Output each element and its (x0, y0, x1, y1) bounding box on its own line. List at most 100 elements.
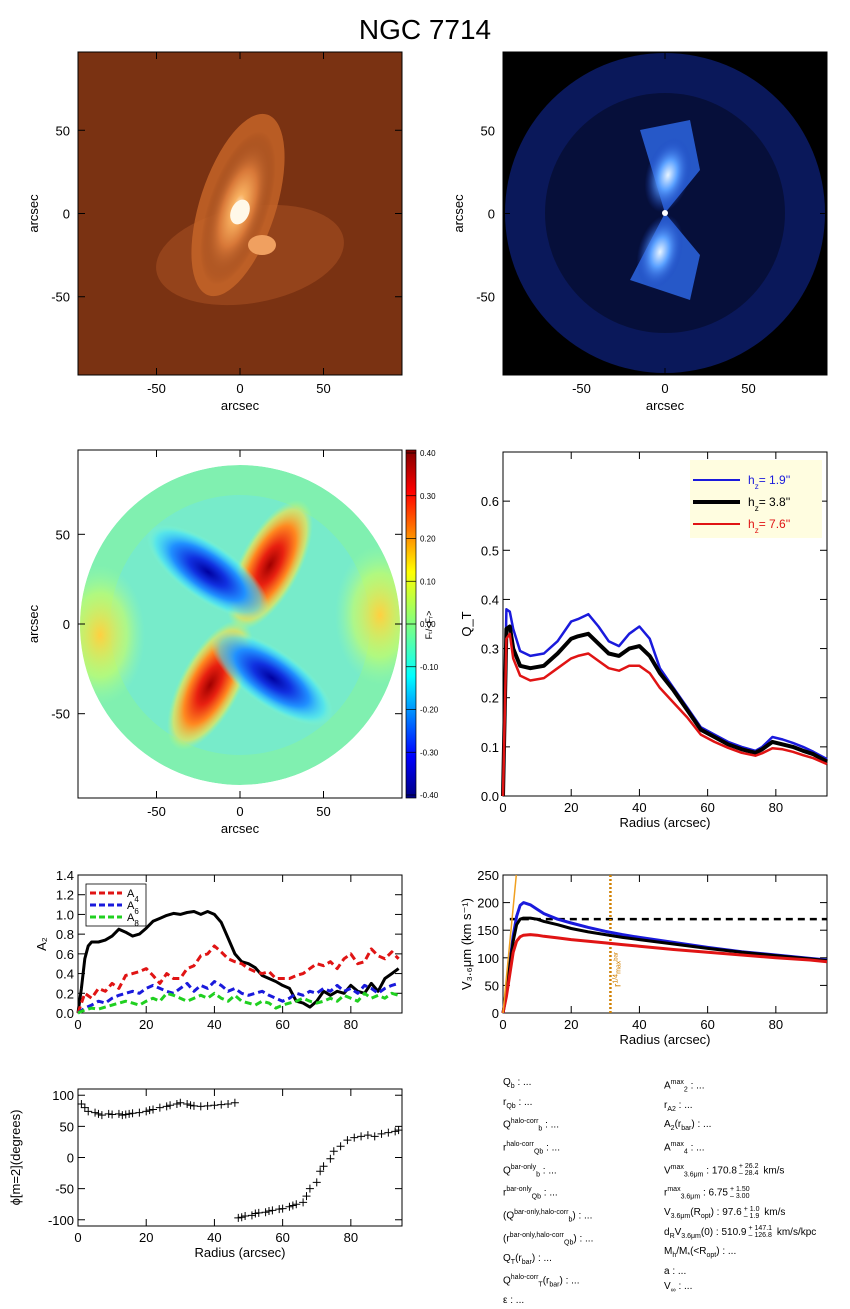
parameter-line: a : ... (664, 1265, 687, 1277)
x-tick-label: 20 (564, 800, 578, 815)
colorbar-axis: 0.40 0.30 0.20 0.10 0.00 -0.10 -0.20 -0.30 -0.40… (406, 449, 439, 800)
x-tick-label: 80 (344, 1017, 358, 1032)
phase-point (224, 1099, 233, 1108)
phase-point (135, 1108, 144, 1117)
y-tick-label: 0.4 (56, 967, 74, 982)
colorbar-tick-label: 0.20 (420, 535, 436, 544)
y-tick-label: 0 (63, 617, 70, 632)
y-tick-label: 1.0 (56, 907, 74, 922)
qt-legend: hz= 1.9'' hz= 3.8'' hz= 7.6'' (690, 460, 822, 538)
y-tick-label: 200 (477, 896, 499, 911)
x-tick-label: 20 (139, 1230, 153, 1245)
series-line-2 (501, 933, 828, 1014)
y-tick-label: 0.6 (56, 947, 74, 962)
phase-point (77, 1099, 86, 1108)
y-tick-label: 100 (52, 1088, 74, 1103)
phase-point (203, 1101, 212, 1110)
phase-point (261, 1208, 270, 1217)
parameter-line: Amax2 : ... (664, 1079, 705, 1094)
parameter-line: V∞ : ... (664, 1281, 693, 1295)
figure-canvas: -50 0 50 50 0 -50 arcsec arcsec -50 0 50 50 0 -50 arcs… (8, 51, 828, 1260)
legend-label: hz= 1.9'' (748, 473, 790, 491)
phase-point (363, 1131, 372, 1140)
plot-frame (77, 1088, 403, 1227)
y-tick-label: 0.0 (481, 789, 499, 804)
phase-point (237, 1213, 246, 1222)
y-tick-label: 50 (60, 1119, 74, 1134)
series-line-0 (501, 608, 828, 797)
y-axis-label: arcsec (26, 604, 41, 643)
parameter-line: Qhalo-corrb : ... (503, 1118, 559, 1133)
series-line-3 (77, 991, 400, 1015)
x-tick-label: 40 (207, 1017, 221, 1032)
y-tick-label: 1.4 (56, 868, 74, 883)
rotation-curve-chart: 0 20 40 60 80 0 50 100 150 200 250 Radius (arcsec) V… (459, 868, 828, 1047)
parameters-right-column: Amax2 : ... rA2 : ... A2(rbar) : ... Amax4 … (664, 1075, 816, 1299)
x-axis-label: Radius (arcsec) (194, 1245, 285, 1260)
galaxy-image-panel (77, 51, 403, 376)
phase-point (125, 1109, 134, 1118)
parameter-line: V3.6μm(Ropt) : 97.6 + 1.0– 1.9 km/s (664, 1205, 786, 1221)
y-tick-label: -50 (55, 1182, 74, 1197)
series-line-1 (76, 944, 400, 1014)
parameter-line: Amax4 : ... (664, 1140, 705, 1156)
phase-point (278, 1204, 287, 1213)
y-axis-label: arcsec (451, 194, 466, 233)
series-line-2 (501, 632, 828, 797)
x-tick-label: -50 (572, 381, 591, 396)
x-tick-label: 20 (139, 1017, 153, 1032)
x-tick-label: -50 (147, 381, 166, 396)
force-ratio-map (80, 465, 400, 785)
parameter-line: rmax3.6μm : 6.75 + 1.50– 3.00 (664, 1186, 750, 1201)
residual-image-panel (502, 51, 828, 376)
y-tick-label: -100 (48, 1213, 74, 1228)
phase-point (394, 1126, 403, 1135)
phase-point (121, 1110, 130, 1119)
phase-point (391, 1127, 400, 1136)
phase-point (264, 1207, 273, 1216)
colorbar-tick-label: 0.00 (420, 620, 436, 629)
parameter-line: Qbar-onlyb : ... (503, 1163, 557, 1178)
y-tick-label: 50 (485, 978, 499, 993)
x-tick-label: 0 (74, 1230, 81, 1245)
phase-point (299, 1198, 308, 1207)
y-tick-label: 0.8 (56, 927, 74, 942)
phase-point (247, 1211, 256, 1220)
y-axis-label: V₃.₆μm (km s⁻¹) (459, 898, 474, 990)
x-tick-label: 0 (661, 381, 668, 396)
parameter-line: rA2 : ... (664, 1099, 693, 1113)
phase-point (104, 1109, 113, 1118)
y-tick-label: 0.2 (481, 691, 499, 706)
phase-point (254, 1208, 263, 1217)
series-line-3 (502, 874, 518, 1014)
amplitude-chart: 0 20 40 60 80 0.0 0.2 0.4 0.6 0.8 1.0 1.2 1.4 A₂ A4A6A… (34, 868, 403, 1032)
residual-image (505, 53, 825, 373)
x-tick-label: 60 (700, 1017, 714, 1032)
plot-frame (502, 874, 828, 1014)
colorbar-label: Fₜ/<Fᵣ> (424, 611, 434, 640)
bar-radius-label: r1/4maxbar (612, 952, 624, 987)
phase-point (316, 1167, 325, 1176)
x-tick-label: 0 (236, 381, 243, 396)
phase-point (377, 1129, 386, 1138)
y-tick-label: 0 (492, 1006, 499, 1021)
phase-point (302, 1192, 311, 1201)
phase-point (183, 1099, 192, 1108)
phase-point (305, 1184, 314, 1193)
x-axis-label: Radius (arcsec) (619, 815, 710, 830)
phase-point (149, 1105, 158, 1114)
parameter-line: ε : ... (503, 1295, 525, 1307)
y-tick-label: -50 (51, 290, 70, 305)
y-tick-label: 50 (56, 123, 70, 138)
phase-point (370, 1132, 379, 1141)
x-tick-label: 60 (275, 1230, 289, 1245)
colorbar-tick-label: -0.20 (420, 706, 439, 715)
phase-point (162, 1102, 171, 1111)
parameter-line: Qb : ... (503, 1077, 532, 1090)
y-tick-label: 250 (477, 868, 499, 883)
phase-point (166, 1101, 175, 1110)
y-tick-label: 50 (56, 527, 70, 542)
phase-point (251, 1209, 260, 1218)
x-tick-label: 80 (769, 800, 783, 815)
